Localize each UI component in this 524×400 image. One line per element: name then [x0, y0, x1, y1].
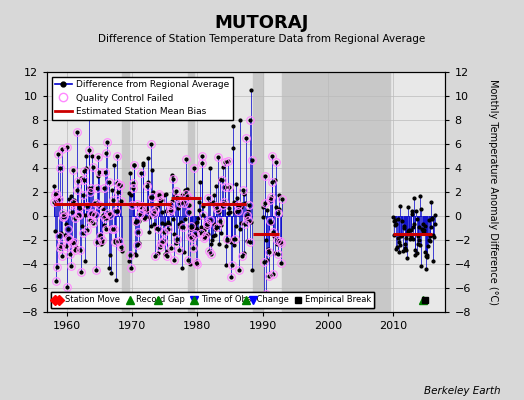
Bar — [122, 72, 129, 312]
Legend: Station Move, Record Gap, Time of Obs. Change, Empirical Break: Station Move, Record Gap, Time of Obs. C… — [51, 292, 374, 308]
Text: Berkeley Earth: Berkeley Earth — [424, 386, 500, 396]
Bar — [253, 72, 263, 312]
Y-axis label: Monthly Temperature Anomaly Difference (°C): Monthly Temperature Anomaly Difference (… — [488, 79, 498, 305]
Text: Difference of Station Temperature Data from Regional Average: Difference of Station Temperature Data f… — [99, 34, 425, 44]
Bar — [188, 72, 194, 312]
Text: MUTORAJ: MUTORAJ — [215, 14, 309, 32]
Bar — [282, 72, 390, 312]
